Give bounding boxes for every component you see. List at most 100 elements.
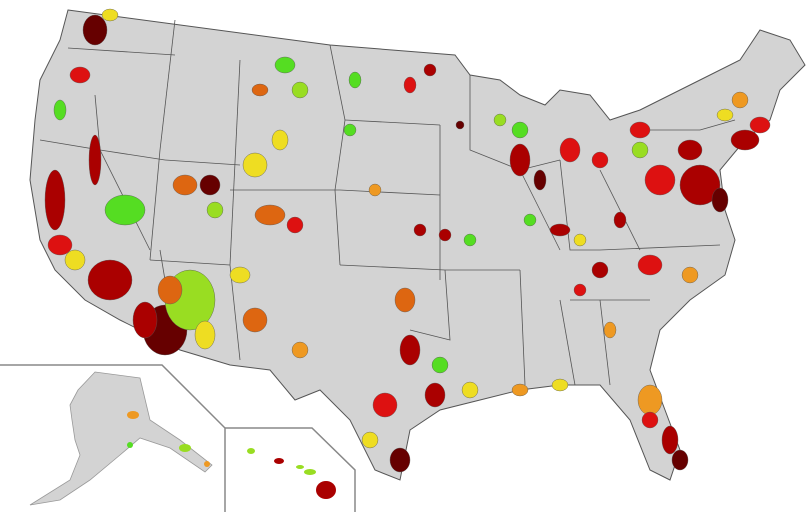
state-border (164, 159, 241, 166)
hawaii (247, 448, 336, 499)
hawaii-island (274, 458, 284, 464)
county-patch-dark-orange (254, 204, 286, 226)
county-patch-dark-red (424, 382, 446, 408)
county-patch-green (431, 356, 449, 374)
county-patch-red (641, 411, 659, 429)
county-patch-red (47, 234, 73, 256)
county-patch-red (559, 137, 581, 163)
state-border (229, 264, 241, 361)
county-patch-green (343, 123, 357, 137)
hawaii-island (316, 481, 336, 499)
state-border (599, 244, 721, 251)
county-patch-dark-orange (157, 275, 183, 305)
county-patch-red (372, 392, 398, 418)
county-patch-darkest-red (533, 169, 547, 191)
county-patch-yellow (361, 431, 379, 449)
county-patch-green (463, 233, 477, 247)
county-patch-dark-red (549, 223, 571, 237)
county-patch-yellow (461, 381, 479, 399)
state-borders (39, 19, 736, 386)
county-patch-red (403, 76, 417, 94)
county-patch-green (523, 213, 537, 227)
alaska-county-patch (204, 461, 210, 467)
county-patch-orange (731, 91, 749, 109)
county-patch-darkest-red (199, 174, 221, 196)
county-patch-dark-red (591, 261, 609, 279)
hawaii-island (247, 448, 255, 454)
hawaii-inset-divider (225, 427, 356, 512)
county-patch-dark-red (679, 164, 721, 206)
state-border (159, 19, 176, 151)
alaska (29, 371, 213, 506)
county-patch-red (629, 121, 651, 139)
county-patch-red (644, 164, 676, 196)
state-border (559, 159, 600, 251)
county-patch-yellow (101, 8, 119, 22)
county-patch-yellow (64, 249, 86, 271)
county-patch-yellow (229, 266, 251, 284)
state-border (67, 47, 176, 56)
county-patch-dark-red (438, 228, 452, 242)
state-border (94, 94, 101, 151)
state-border (559, 299, 576, 386)
county-patch-green (53, 99, 67, 121)
county-patch-red (286, 216, 304, 234)
state-border (229, 59, 241, 266)
county-patch-red (591, 151, 609, 169)
county-patch-darkest-red (389, 447, 411, 473)
county-patch-yellow (242, 152, 268, 178)
county-patch-dark-red (423, 63, 437, 77)
county-patch-light-green (493, 113, 507, 127)
state-border (329, 44, 346, 266)
county-patch-dark-red (613, 211, 627, 229)
county-patch-darkest-red (671, 449, 689, 471)
county-patch-orange (368, 183, 382, 197)
county-patch-yellow (271, 129, 289, 151)
county-patch-dark-red (661, 425, 679, 455)
county-patch-dark-red (132, 301, 158, 339)
state-border (149, 149, 161, 261)
county-patch-dark-orange (394, 287, 416, 313)
county-patch-dark-red (730, 129, 760, 151)
county-patch-dark-orange (172, 174, 198, 196)
state-border (599, 169, 641, 251)
county-patch-dark-red (44, 169, 66, 231)
hawaii-island (304, 469, 316, 475)
county-patch-orange (511, 383, 529, 397)
county-patch-red (749, 116, 771, 134)
county-patch-dark-red (88, 134, 102, 186)
county-patch-darkest-red (82, 14, 108, 46)
county-patch-green (274, 56, 296, 74)
state-border (469, 75, 561, 171)
county-patch-dark-red (87, 259, 133, 301)
state-border (149, 259, 231, 266)
county-patch-green (104, 194, 146, 226)
county-patch-light-green (206, 201, 224, 219)
county-patch-yellow (551, 378, 569, 392)
county-patch-yellow (194, 320, 216, 350)
county-patch-green (511, 121, 529, 139)
county-patch-light-green (631, 141, 649, 159)
state-border (519, 169, 561, 251)
county-patch-red (573, 283, 587, 297)
county-patch-dark-red (399, 334, 421, 366)
county-patch-dark-orange (251, 83, 269, 97)
alaska-county-patch (127, 411, 139, 419)
county-patch-dark-red (413, 223, 427, 237)
state-border (599, 299, 611, 386)
county-patch-orange (637, 384, 663, 416)
county-patch-orange (291, 341, 309, 359)
state-border (344, 119, 441, 126)
county-patch-dark-orange (242, 307, 268, 333)
state-border (409, 269, 451, 341)
county-patch-red (637, 254, 663, 276)
alaska-county-patch (127, 442, 133, 448)
alaska-county-patch (179, 444, 191, 452)
county-patch-green (348, 71, 362, 89)
state-border (339, 264, 446, 271)
county-patch-dark-red (509, 143, 531, 177)
county-patch-red (69, 66, 91, 84)
county-patch-darkest-red (455, 120, 465, 130)
state-border (699, 119, 736, 131)
